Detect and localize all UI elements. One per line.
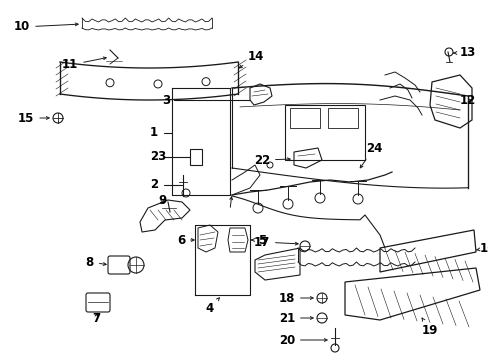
Text: 21: 21	[278, 311, 312, 324]
Text: 11: 11	[62, 57, 106, 72]
Text: 15: 15	[18, 112, 49, 125]
Bar	[285, 105, 364, 160]
Text: 24: 24	[360, 141, 382, 168]
Text: 1: 1	[150, 126, 158, 139]
Text: 23: 23	[150, 150, 166, 163]
Text: 2: 2	[150, 179, 158, 192]
Bar	[289, 108, 319, 128]
Text: 13: 13	[453, 46, 475, 59]
Text: 9: 9	[158, 194, 166, 207]
Text: 8: 8	[85, 256, 106, 269]
Text: 17: 17	[253, 235, 298, 248]
Bar	[327, 108, 357, 128]
Text: 16: 16	[476, 242, 488, 255]
Text: 4: 4	[205, 298, 219, 315]
Text: 14: 14	[239, 50, 264, 68]
Text: 10: 10	[14, 21, 78, 33]
Text: 3: 3	[162, 94, 170, 107]
Text: 12: 12	[459, 94, 475, 107]
Text: 5: 5	[251, 234, 265, 247]
Text: 19: 19	[421, 318, 437, 337]
Text: 22: 22	[253, 153, 289, 166]
Text: 20: 20	[278, 333, 326, 346]
Bar	[190, 149, 202, 165]
Text: 6: 6	[176, 234, 194, 247]
Text: 18: 18	[278, 292, 312, 305]
Text: 7: 7	[92, 311, 100, 324]
